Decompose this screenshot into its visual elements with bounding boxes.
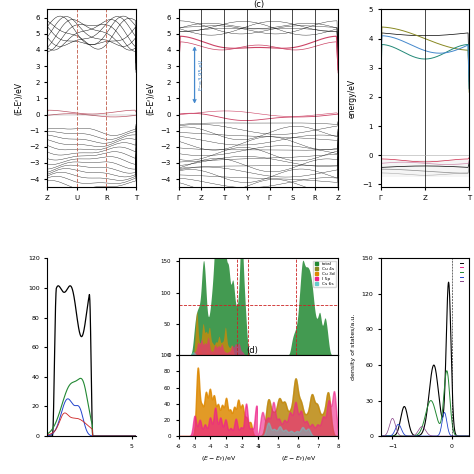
- Y-axis label: (E-Eᶠ)/eV: (E-Eᶠ)/eV: [15, 82, 24, 115]
- Legend: , , , , : , , , ,: [459, 260, 467, 284]
- X-axis label: $(E-E_\mathrm{F})$/eV: $(E-E_\mathrm{F})$/eV: [281, 454, 316, 463]
- Text: (d): (d): [246, 346, 258, 356]
- Text: Eᴳ=3.95 eV: Eᴳ=3.95 eV: [199, 60, 203, 90]
- Title: (c): (c): [253, 0, 264, 9]
- Bar: [381, 160, 469, 177]
- Y-axis label: energy/eV: energy/eV: [348, 79, 357, 118]
- Y-axis label: (E-Eᶠ)/eV: (E-Eᶠ)/eV: [146, 82, 155, 115]
- X-axis label: $(E-E_\mathrm{F})$/eV: $(E-E_\mathrm{F})$/eV: [201, 454, 236, 463]
- Legend: total, Cu 4s, Cu 3d, l 5p, Cs 6s: total, Cu 4s, Cu 3d, l 5p, Cs 6s: [313, 261, 336, 287]
- Y-axis label: density of states/a.u.: density of states/a.u.: [351, 314, 356, 381]
